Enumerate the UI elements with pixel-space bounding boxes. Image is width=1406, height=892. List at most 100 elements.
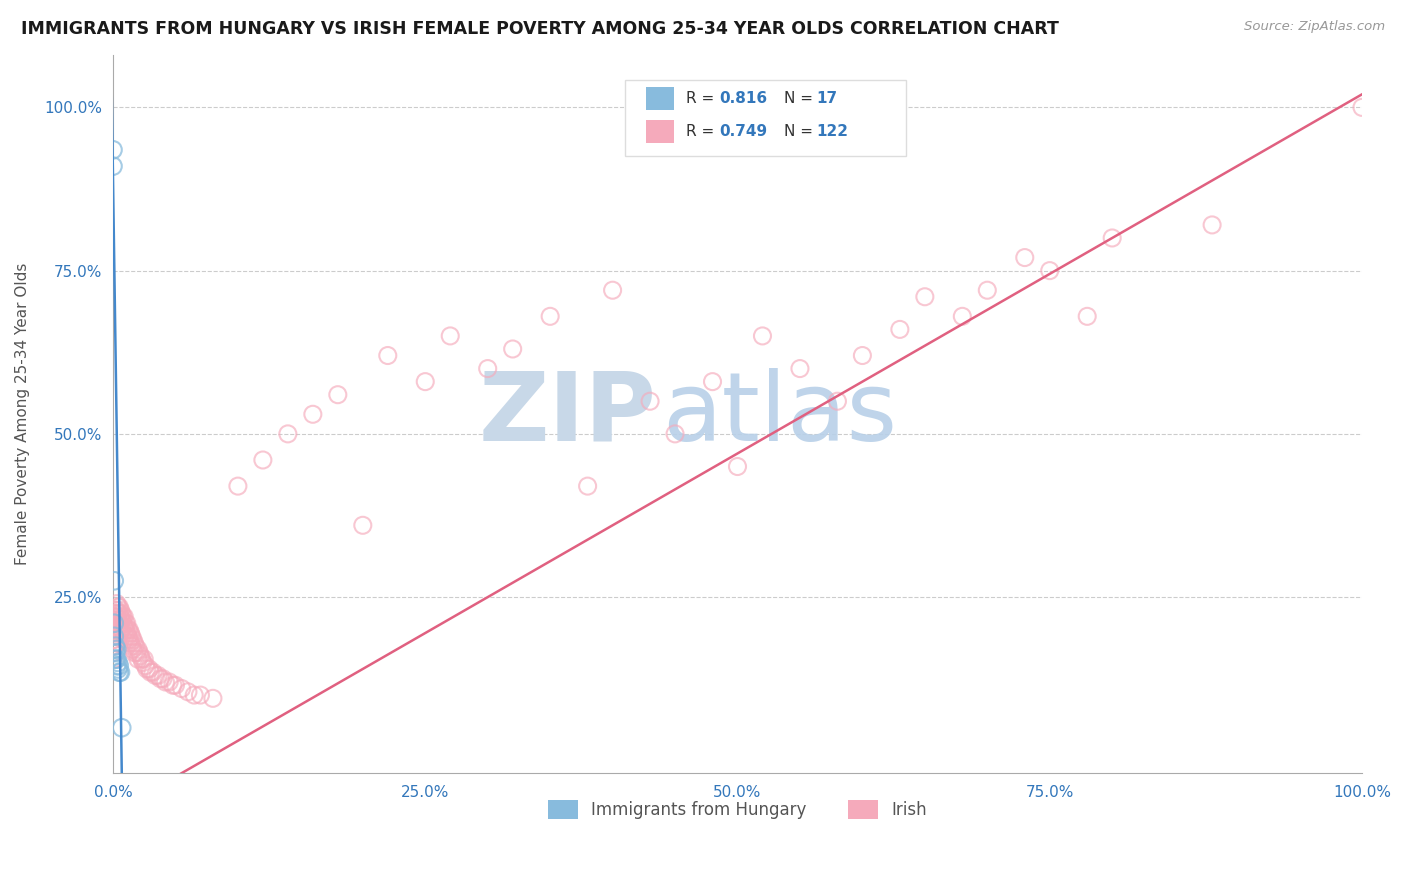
Point: [277, 426, 299, 441]
Point: [127, 652, 149, 666]
Point: [1076, 310, 1098, 324]
Point: [110, 665, 132, 680]
Point: [122, 646, 145, 660]
Point: [115, 626, 138, 640]
Point: [111, 613, 134, 627]
Point: [352, 518, 374, 533]
Point: [104, 603, 127, 617]
Point: [101, 159, 124, 173]
Point: [502, 342, 524, 356]
Point: [118, 632, 141, 647]
Point: [108, 616, 131, 631]
Point: [129, 648, 152, 663]
Point: [107, 656, 129, 670]
Point: [104, 652, 127, 666]
Point: [789, 361, 811, 376]
Point: [702, 375, 724, 389]
Point: [108, 607, 131, 621]
Point: [183, 688, 205, 702]
Point: [576, 479, 599, 493]
Point: [638, 394, 661, 409]
Point: [914, 290, 936, 304]
Text: R =: R =: [686, 91, 720, 106]
Text: 0.749: 0.749: [718, 124, 766, 139]
Point: [105, 616, 128, 631]
Point: [105, 652, 128, 666]
Text: N =: N =: [783, 124, 817, 139]
Point: [121, 639, 143, 653]
Point: [105, 603, 128, 617]
Text: 0.816: 0.816: [718, 91, 766, 106]
Point: [108, 665, 131, 680]
Point: [114, 629, 136, 643]
Text: atlas: atlas: [662, 368, 897, 461]
Text: R =: R =: [686, 124, 720, 139]
Point: [125, 646, 148, 660]
Point: [115, 616, 138, 631]
Point: [103, 613, 125, 627]
Point: [122, 636, 145, 650]
Point: [111, 623, 134, 637]
Point: [302, 407, 325, 421]
Point: [120, 636, 142, 650]
Point: [107, 623, 129, 637]
Point: [110, 616, 132, 631]
Point: [950, 310, 973, 324]
Point: [111, 609, 134, 624]
Point: [105, 597, 128, 611]
Text: IMMIGRANTS FROM HUNGARY VS IRISH FEMALE POVERTY AMONG 25-34 YEAR OLDS CORRELATIO: IMMIGRANTS FROM HUNGARY VS IRISH FEMALE …: [21, 20, 1059, 37]
Point: [377, 349, 399, 363]
Point: [142, 665, 165, 680]
Point: [108, 658, 131, 673]
Point: [114, 616, 136, 631]
Point: [104, 626, 127, 640]
Text: N =: N =: [783, 91, 817, 106]
Point: [851, 349, 873, 363]
Point: [1039, 263, 1062, 277]
Point: [124, 639, 146, 653]
Point: [105, 642, 128, 657]
Point: [103, 629, 125, 643]
Point: [122, 642, 145, 657]
Point: [1201, 218, 1223, 232]
Point: [165, 678, 187, 692]
Point: [112, 619, 135, 633]
Point: [135, 662, 157, 676]
Point: [1101, 231, 1123, 245]
Point: [111, 616, 134, 631]
Point: [104, 609, 127, 624]
Point: [110, 609, 132, 624]
Point: [117, 629, 139, 643]
Point: [149, 672, 172, 686]
Bar: [647, 120, 673, 144]
Point: [103, 607, 125, 621]
Point: [104, 646, 127, 660]
Point: [132, 656, 155, 670]
Point: [101, 629, 124, 643]
Point: [101, 616, 124, 631]
Point: [134, 658, 156, 673]
Legend: Immigrants from Hungary, Irish: Immigrants from Hungary, Irish: [541, 794, 934, 826]
Point: [120, 626, 142, 640]
Text: Source: ZipAtlas.com: Source: ZipAtlas.com: [1244, 20, 1385, 33]
Point: [110, 603, 132, 617]
Point: [114, 623, 136, 637]
Point: [134, 652, 156, 666]
Point: [107, 599, 129, 614]
Point: [117, 623, 139, 637]
Point: [105, 636, 128, 650]
Point: [1351, 100, 1374, 114]
Point: [101, 646, 124, 660]
Point: [101, 639, 124, 653]
Point: [105, 629, 128, 643]
Point: [107, 613, 129, 627]
Point: [105, 609, 128, 624]
FancyBboxPatch shape: [626, 80, 905, 156]
Point: [103, 616, 125, 631]
Point: [727, 459, 749, 474]
Point: [226, 479, 249, 493]
Point: [107, 607, 129, 621]
Point: [108, 599, 131, 614]
Point: [201, 691, 224, 706]
Point: [107, 662, 129, 676]
